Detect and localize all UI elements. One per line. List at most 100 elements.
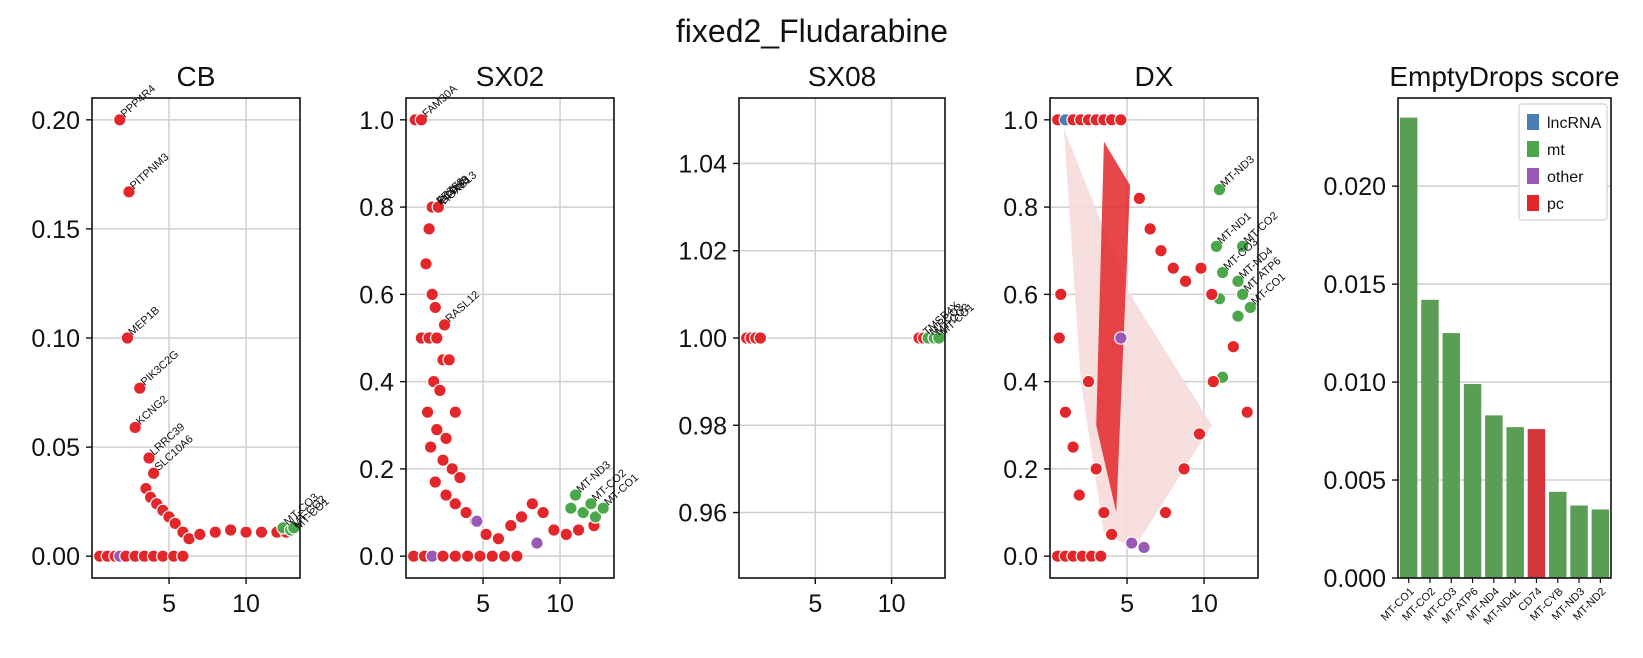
scatter-point-pc	[430, 331, 444, 345]
panel-emptydrops-score: EmptyDrops score 0.000 0.005 0.010 0.015 0.02…	[1323, 61, 1619, 627]
scatter-point-pc	[239, 525, 253, 539]
legend: lncRNA mt other pc	[1518, 103, 1608, 221]
y-tick-label: 0.8	[1003, 194, 1038, 222]
x-tick-label: 10	[1190, 590, 1218, 618]
scatter-point-pc	[208, 525, 223, 539]
bar-mt-atp6	[1463, 384, 1482, 578]
scatter-points	[406, 113, 611, 563]
scatter-point-pc	[112, 113, 127, 127]
y-tick-label: 0.4	[1003, 369, 1038, 397]
y-tick-label: 0.15	[31, 216, 80, 244]
scatter-point-pc	[1206, 374, 1221, 389]
scatter-point-pc	[223, 523, 238, 537]
scatter-point-mt	[1209, 239, 1224, 254]
scatter-point-other	[1114, 331, 1128, 345]
y-tick-label: 0.0	[359, 543, 394, 571]
y-tick-label: 0.015	[1323, 271, 1386, 299]
y-tick-label: 0.20	[31, 107, 80, 135]
bar-mt-nd4l	[1506, 427, 1524, 578]
y-tick-label: 0.2	[1003, 456, 1038, 484]
scatter-point-pc	[510, 549, 524, 563]
scatter-point-pc	[142, 451, 156, 465]
y-tick-label: 0.0	[1003, 543, 1038, 571]
scatter-point-pc	[146, 466, 161, 481]
axes-frame	[1397, 97, 1612, 579]
scatter-point-mt	[932, 331, 945, 345]
y-tick-label: 1.0	[1003, 107, 1038, 135]
scatter-point-pc	[423, 440, 438, 454]
scatter-point-pc	[168, 516, 182, 531]
scatter-point-pc	[176, 549, 190, 563]
y-tick-label: 1.0	[359, 107, 394, 135]
x-tick-label: 10	[232, 590, 260, 618]
y-tick-label: 0.010	[1323, 369, 1386, 397]
scatter-point-pc	[1166, 261, 1181, 275]
scatter-point-pc	[1158, 505, 1173, 520]
scatter-point-pc	[428, 300, 443, 315]
scatter-point-pc	[445, 462, 460, 476]
scatter-point-pc	[1066, 440, 1080, 454]
scatter-point-mt	[1235, 239, 1250, 254]
panel-cb: CB 0.00 0.05 0.10 0.15 0.20 5 10 PPP4R4 PITPNM3 ME…	[31, 61, 331, 618]
panel-title: CB	[177, 61, 216, 92]
scatter-point-pc	[525, 497, 540, 511]
scatter-point-pc	[536, 505, 550, 520]
scatter-point-pc	[193, 527, 207, 542]
dense-cloud	[1063, 128, 1212, 548]
scatter-point-pc	[419, 257, 433, 271]
y-tick-label: 0.00	[31, 543, 80, 571]
scatter-point-mt	[584, 497, 598, 511]
y-tick-label: 0.96	[678, 500, 727, 528]
panel-title: SX02	[476, 61, 545, 92]
scatter-point-pc	[1132, 191, 1147, 206]
scatter-point-pc	[414, 113, 429, 127]
scatter-point-pc	[431, 200, 446, 214]
scatter-point-pc	[753, 331, 768, 345]
bar-mt-nd3	[1570, 505, 1588, 578]
scatter-point-pc	[428, 475, 443, 489]
scatter-point-mt	[1243, 300, 1258, 315]
scatter-point-mt	[568, 488, 583, 502]
legend-label: other	[1547, 169, 1584, 186]
scatter-point-mt	[1212, 182, 1227, 197]
scatter-point-pc	[436, 549, 450, 563]
y-tick-label: 0.6	[359, 281, 394, 309]
bar-mt-co1	[1399, 117, 1418, 579]
y-tick-label: 0.8	[359, 194, 394, 222]
bar-mt-cyb	[1549, 491, 1567, 578]
scatter-point-pc	[422, 222, 436, 236]
dense-cloud	[1096, 141, 1131, 513]
scatter-point-pc	[460, 549, 475, 563]
point-annotation: FAM30A	[420, 82, 460, 120]
y-tick-label: 0.005	[1323, 467, 1386, 495]
axes-frame	[1049, 97, 1259, 579]
bar-mt-nd2	[1591, 509, 1610, 578]
scatter-point-pc	[254, 525, 269, 539]
scatter-point-pc	[128, 420, 142, 435]
legend-label: pc	[1547, 196, 1564, 213]
panels: CB0.000.050.100.150.205 10PPP4R4PITPNM3ME…	[31, 61, 1619, 627]
point-annotation: MEP1B	[126, 304, 162, 338]
scatter-point-pc	[453, 470, 467, 485]
y-tick-label: 1.04	[678, 150, 727, 178]
panel-title: EmptyDrops score	[1389, 61, 1619, 92]
scatter-point-mt	[1235, 287, 1250, 302]
scatter-point-pc	[1178, 274, 1193, 289]
scatter-point-pc	[1072, 488, 1087, 502]
scatter-point-pc	[1094, 549, 1108, 563]
scatter-point-pc	[439, 488, 453, 502]
scatter-point-pc	[485, 549, 500, 563]
scatter-point-mt	[564, 501, 578, 515]
point-annotation: PPP4R4	[119, 83, 158, 120]
scatter-point-pc	[1104, 527, 1119, 542]
scatter-point-pc	[1114, 113, 1128, 127]
legend-swatch-pc	[1527, 195, 1539, 211]
panel-dx: DX0.00.20.40.60.81.05 10MT-ND3MT-ND1MT-CO…	[1003, 61, 1288, 618]
scatter-point-other	[470, 514, 484, 529]
scatter-point-pc	[448, 497, 463, 511]
scatter-point-pc	[459, 505, 473, 520]
scatter-point-mt	[576, 505, 590, 520]
scatter-point-pc	[433, 383, 447, 398]
scatter-point-pc	[1192, 427, 1207, 441]
